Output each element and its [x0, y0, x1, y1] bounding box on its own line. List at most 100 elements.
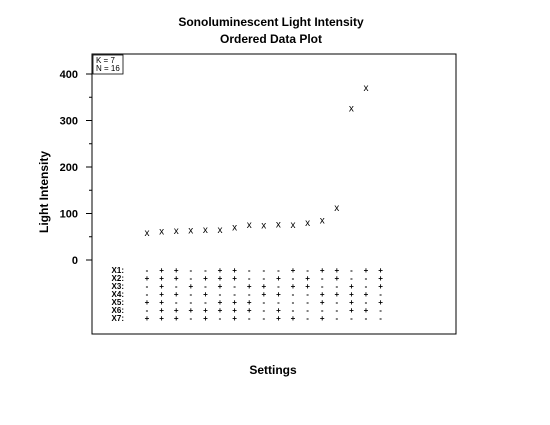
factor-sign: + — [232, 298, 237, 307]
factor-sign: + — [159, 298, 164, 307]
factor-sign: + — [203, 306, 208, 315]
factor-sign: + — [320, 266, 325, 275]
factor-sign: + — [305, 282, 310, 291]
factor-sign: - — [233, 282, 236, 291]
data-point: x — [203, 225, 208, 236]
data-point: x — [334, 203, 339, 214]
factor-sign: - — [365, 274, 368, 283]
factor-sign: - — [146, 306, 149, 315]
factor-sign: + — [232, 274, 237, 283]
factor-sign: + — [261, 290, 266, 299]
y-tick-label: 0 — [72, 255, 78, 267]
factor-sign: + — [291, 266, 296, 275]
factor-sign: - — [350, 274, 353, 283]
factor-sign: + — [218, 306, 223, 315]
factor-sign: - — [321, 306, 324, 315]
data-point: x — [364, 83, 369, 94]
data-point: x — [276, 220, 281, 231]
factor-sign: - — [146, 266, 149, 275]
factor-sign: + — [159, 266, 164, 275]
factor-sign: - — [350, 314, 353, 323]
factor-sign: - — [189, 290, 192, 299]
factor-sign: + — [378, 266, 383, 275]
legend-k: K = 7 — [96, 56, 115, 65]
factor-sign: + — [203, 274, 208, 283]
factor-sign: - — [189, 266, 192, 275]
factor-sign: + — [218, 282, 223, 291]
data-point: x — [218, 225, 223, 236]
factor-sign: + — [203, 314, 208, 323]
data-point: x — [188, 225, 193, 236]
factor-sign: - — [262, 266, 265, 275]
factor-sign: - — [248, 290, 251, 299]
factor-sign: + — [334, 266, 339, 275]
factor-sign: - — [335, 298, 338, 307]
factor-sign: - — [175, 298, 178, 307]
data-point: x — [305, 218, 310, 229]
factor-sign: + — [174, 314, 179, 323]
factor-sign: + — [320, 298, 325, 307]
factor-sign: - — [277, 298, 280, 307]
factor-sign: + — [218, 266, 223, 275]
factor-sign: + — [188, 306, 193, 315]
factor-sign: - — [189, 298, 192, 307]
data-point: x — [145, 228, 150, 239]
data-point: x — [247, 220, 252, 231]
legend-n: N = 16 — [96, 64, 120, 73]
factor-sign: + — [174, 266, 179, 275]
chart-subtitle: Ordered Data Plot — [220, 32, 322, 46]
factor-sign: - — [189, 274, 192, 283]
factor-sign: - — [189, 314, 192, 323]
factor-label: X5: — [112, 298, 124, 307]
factor-sign: + — [276, 274, 281, 283]
factor-sign: - — [365, 314, 368, 323]
factor-label: X6: — [112, 306, 124, 315]
factor-sign: + — [349, 282, 354, 291]
factor-sign: + — [174, 290, 179, 299]
plot-frame — [91, 53, 457, 335]
factor-sign: - — [335, 282, 338, 291]
factor-sign: + — [232, 306, 237, 315]
factor-sign: - — [175, 282, 178, 291]
factor-sign: - — [262, 298, 265, 307]
y-tick-label: 400 — [60, 69, 78, 81]
factor-sign: + — [291, 314, 296, 323]
factor-sign: - — [321, 282, 324, 291]
factor-sign: + — [276, 306, 281, 315]
legend-box: K = 7 N = 16 — [92, 54, 124, 75]
factor-sign: + — [334, 290, 339, 299]
factor-sign: + — [276, 290, 281, 299]
y-axis-label: Light Intensity — [37, 151, 51, 233]
factor-sign: + — [188, 282, 193, 291]
factor-sign: + — [232, 266, 237, 275]
factor-sign: - — [204, 266, 207, 275]
factor-sign: + — [159, 290, 164, 299]
factor-sign: + — [364, 306, 369, 315]
data-point: x — [159, 227, 164, 238]
factor-label: X3: — [112, 282, 124, 291]
data-point: x — [320, 216, 325, 227]
factor-sign: - — [146, 290, 149, 299]
y-tick-label: 200 — [60, 162, 78, 174]
factor-sign: - — [335, 306, 338, 315]
factor-sign: + — [349, 298, 354, 307]
factor-sign: - — [365, 298, 368, 307]
x-axis-label: Settings — [249, 363, 297, 377]
factor-label: X4: — [112, 290, 124, 299]
factor-label: X1: — [112, 266, 124, 275]
factor-sign: - — [262, 314, 265, 323]
factor-sign: - — [306, 266, 309, 275]
factor-sign: + — [276, 314, 281, 323]
factor-sign: + — [174, 274, 179, 283]
factor-sign: - — [379, 314, 382, 323]
factor-label: X7: — [112, 314, 124, 323]
factor-sign: - — [248, 314, 251, 323]
factor-sign: + — [349, 306, 354, 315]
factor-sign: - — [219, 314, 222, 323]
factor-sign: + — [364, 266, 369, 275]
factor-sign: - — [335, 314, 338, 323]
factor-sign: + — [159, 314, 164, 323]
factor-sign: - — [292, 306, 295, 315]
data-point: x — [261, 221, 266, 232]
y-axis: 0 100 200 300 400 — [60, 69, 92, 267]
